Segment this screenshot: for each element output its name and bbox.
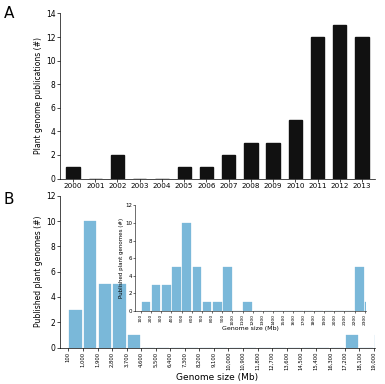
Y-axis label: Published plant genomes (#): Published plant genomes (#) bbox=[119, 218, 124, 298]
Bar bbox=[223, 267, 232, 311]
Bar bbox=[200, 167, 213, 179]
Bar bbox=[355, 267, 364, 311]
Bar bbox=[70, 310, 82, 348]
Bar bbox=[355, 37, 369, 179]
Bar bbox=[128, 335, 140, 348]
Bar bbox=[222, 155, 235, 179]
Bar bbox=[333, 25, 346, 179]
Bar bbox=[192, 267, 201, 311]
X-axis label: Genome size (Mb): Genome size (Mb) bbox=[222, 326, 279, 331]
Bar bbox=[244, 143, 258, 179]
Bar bbox=[365, 302, 374, 311]
Bar bbox=[203, 302, 211, 311]
Bar bbox=[289, 119, 302, 179]
Bar bbox=[111, 155, 124, 179]
Bar bbox=[152, 285, 161, 311]
Bar bbox=[346, 335, 358, 348]
Bar bbox=[375, 335, 385, 348]
Text: B: B bbox=[4, 192, 14, 207]
Bar bbox=[172, 267, 181, 311]
Y-axis label: Plant genome publications (#): Plant genome publications (#) bbox=[34, 38, 43, 154]
Bar bbox=[113, 284, 126, 348]
Bar bbox=[142, 302, 150, 311]
Bar bbox=[182, 223, 191, 311]
Bar bbox=[99, 284, 111, 348]
Text: A: A bbox=[4, 6, 14, 21]
Bar bbox=[311, 37, 324, 179]
Bar bbox=[162, 285, 171, 311]
Bar bbox=[266, 143, 280, 179]
Y-axis label: Published plant genomes (#): Published plant genomes (#) bbox=[34, 216, 43, 328]
Bar bbox=[243, 302, 252, 311]
Bar bbox=[84, 221, 96, 348]
X-axis label: Genome size (Mb): Genome size (Mb) bbox=[176, 373, 259, 382]
Bar bbox=[177, 167, 191, 179]
Bar bbox=[66, 167, 80, 179]
Bar bbox=[213, 302, 221, 311]
